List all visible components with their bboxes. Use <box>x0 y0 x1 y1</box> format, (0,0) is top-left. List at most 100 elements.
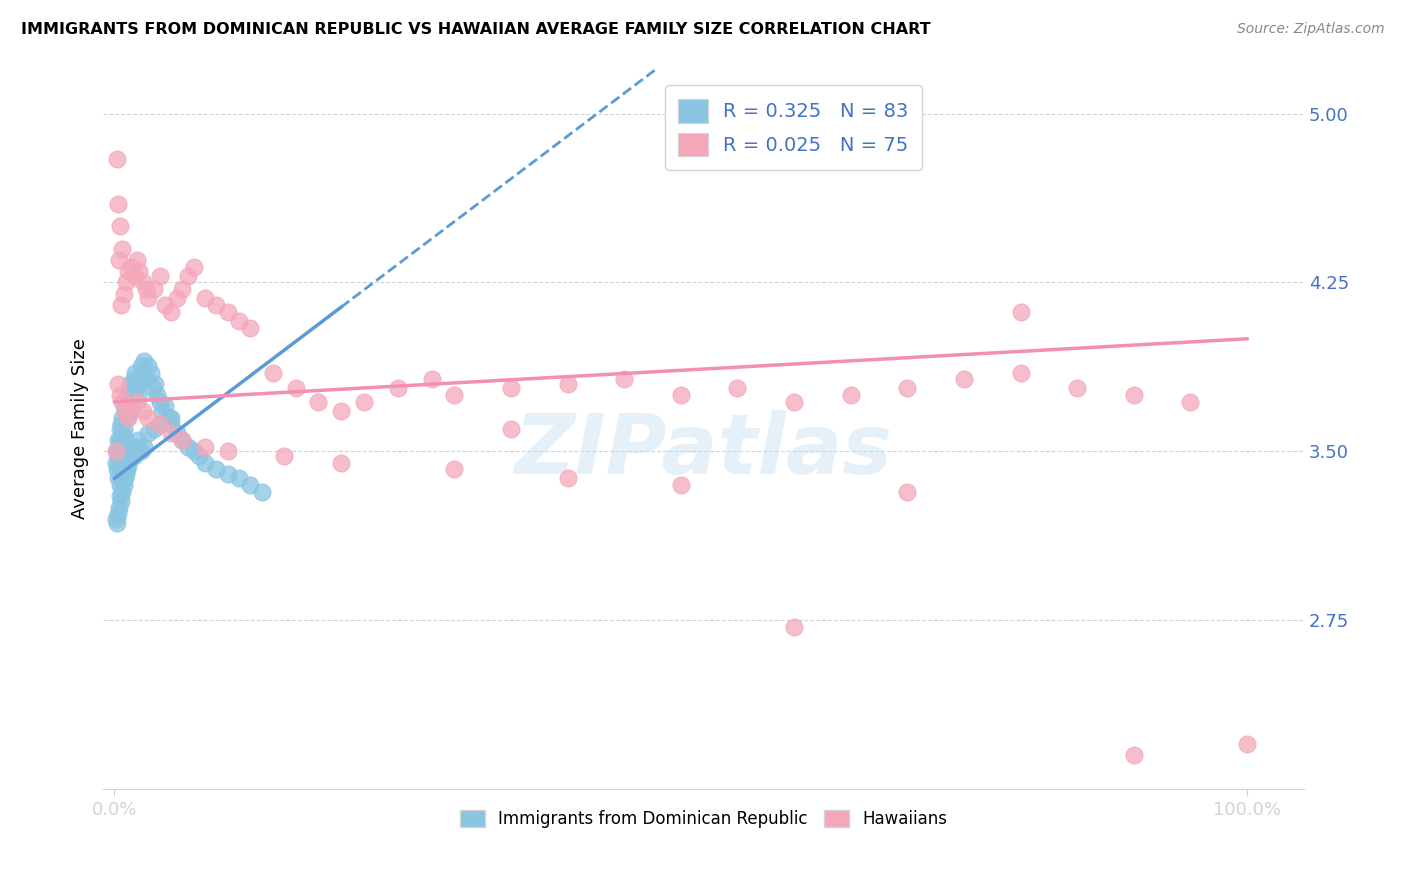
Point <box>115 462 138 476</box>
Point <box>166 291 188 305</box>
Point <box>150 404 173 418</box>
Point <box>117 404 139 418</box>
Point <box>105 462 128 476</box>
Point <box>143 422 166 436</box>
Point <box>669 388 692 402</box>
Point <box>160 410 183 425</box>
Point <box>443 462 465 476</box>
Point <box>307 394 329 409</box>
Point <box>115 410 138 425</box>
Point <box>120 404 142 418</box>
Point <box>112 286 135 301</box>
Point <box>112 400 135 414</box>
Point <box>273 449 295 463</box>
Point <box>108 388 131 402</box>
Point <box>177 268 200 283</box>
Point <box>353 394 375 409</box>
Point <box>128 264 150 278</box>
Point <box>132 404 155 418</box>
Point <box>953 372 976 386</box>
Point <box>177 440 200 454</box>
Point <box>194 291 217 305</box>
Point <box>155 298 177 312</box>
Point <box>783 394 806 409</box>
Point <box>112 478 135 492</box>
Point <box>127 388 149 402</box>
Point <box>114 433 136 447</box>
Point <box>117 458 139 472</box>
Point <box>108 490 131 504</box>
Point <box>139 366 162 380</box>
Point <box>120 260 142 274</box>
Point <box>129 444 152 458</box>
Point <box>1122 748 1144 763</box>
Point <box>155 400 177 414</box>
Point <box>110 417 132 432</box>
Point <box>127 394 149 409</box>
Point <box>783 620 806 634</box>
Point <box>125 381 148 395</box>
Point <box>104 444 127 458</box>
Point <box>205 462 228 476</box>
Point <box>138 426 160 441</box>
Point <box>120 376 142 391</box>
Point <box>132 440 155 454</box>
Point <box>143 376 166 391</box>
Point <box>105 444 128 458</box>
Point <box>107 376 129 391</box>
Point <box>127 252 149 267</box>
Point <box>557 471 579 485</box>
Point <box>138 359 160 373</box>
Point <box>111 484 134 499</box>
Point <box>217 305 239 319</box>
Point <box>112 422 135 436</box>
Point <box>108 440 131 454</box>
Point <box>138 291 160 305</box>
Point <box>105 516 128 531</box>
Point <box>138 410 160 425</box>
Point <box>160 417 183 432</box>
Point <box>228 314 250 328</box>
Point <box>142 381 165 395</box>
Point <box>194 440 217 454</box>
Point <box>108 478 131 492</box>
Point <box>146 388 169 402</box>
Point <box>107 471 129 485</box>
Point <box>613 372 636 386</box>
Point <box>239 478 262 492</box>
Point <box>239 320 262 334</box>
Point <box>284 381 307 395</box>
Point <box>114 467 136 481</box>
Point <box>108 422 131 436</box>
Point <box>117 264 139 278</box>
Point <box>499 422 522 436</box>
Point <box>1180 394 1202 409</box>
Point <box>149 417 172 432</box>
Point <box>120 388 142 402</box>
Point <box>107 449 129 463</box>
Point <box>420 372 443 386</box>
Legend: Immigrants from Dominican Republic, Hawaiians: Immigrants from Dominican Republic, Hawa… <box>453 804 955 835</box>
Point <box>104 512 127 526</box>
Point <box>443 388 465 402</box>
Point <box>262 366 284 380</box>
Point <box>1066 381 1088 395</box>
Text: Source: ZipAtlas.com: Source: ZipAtlas.com <box>1237 22 1385 37</box>
Point <box>125 440 148 454</box>
Point <box>839 388 862 402</box>
Point <box>107 508 129 522</box>
Point <box>149 417 172 432</box>
Text: ZIPatlas: ZIPatlas <box>515 410 893 491</box>
Point <box>122 372 145 386</box>
Point <box>1236 737 1258 751</box>
Point <box>114 404 136 418</box>
Point <box>120 444 142 458</box>
Point <box>114 471 136 485</box>
Point <box>1010 366 1032 380</box>
Point <box>183 260 205 274</box>
Point <box>104 456 127 470</box>
Point <box>108 453 131 467</box>
Point <box>228 471 250 485</box>
Text: IMMIGRANTS FROM DOMINICAN REPUBLIC VS HAWAIIAN AVERAGE FAMILY SIZE CORRELATION C: IMMIGRANTS FROM DOMINICAN REPUBLIC VS HA… <box>21 22 931 37</box>
Point <box>205 298 228 312</box>
